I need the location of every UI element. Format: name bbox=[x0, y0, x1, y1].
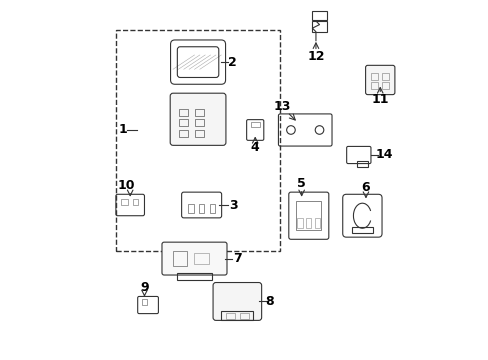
Bar bbox=[297, 217, 302, 228]
Bar bbox=[381, 73, 388, 80]
Bar bbox=[179, 109, 188, 116]
Bar bbox=[179, 119, 188, 126]
Bar bbox=[314, 217, 320, 228]
Bar bbox=[133, 199, 138, 205]
Text: 7: 7 bbox=[232, 252, 241, 265]
Bar bbox=[121, 199, 128, 205]
Bar bbox=[296, 202, 321, 230]
Bar bbox=[116, 30, 280, 251]
FancyBboxPatch shape bbox=[365, 65, 394, 95]
Text: 14: 14 bbox=[374, 148, 392, 162]
Bar bbox=[370, 73, 378, 80]
FancyBboxPatch shape bbox=[170, 93, 225, 145]
Bar bbox=[195, 109, 204, 116]
Text: 12: 12 bbox=[306, 50, 324, 63]
Bar bbox=[381, 82, 388, 89]
Bar bbox=[199, 204, 204, 213]
Bar bbox=[142, 300, 147, 305]
Bar bbox=[194, 253, 208, 264]
Text: 2: 2 bbox=[227, 55, 236, 69]
Bar bbox=[176, 273, 212, 280]
Text: 6: 6 bbox=[361, 181, 369, 194]
Bar bbox=[240, 312, 248, 319]
Text: 4: 4 bbox=[250, 141, 259, 154]
Bar bbox=[221, 311, 253, 320]
Bar bbox=[173, 251, 187, 266]
Bar bbox=[356, 161, 367, 167]
Bar bbox=[209, 204, 215, 213]
Bar bbox=[188, 204, 193, 213]
Text: 9: 9 bbox=[140, 281, 148, 294]
Bar bbox=[195, 119, 204, 126]
Bar bbox=[225, 312, 234, 319]
Text: 8: 8 bbox=[264, 295, 273, 308]
Bar bbox=[305, 217, 311, 228]
Text: 10: 10 bbox=[118, 179, 135, 192]
Bar bbox=[370, 82, 378, 89]
FancyBboxPatch shape bbox=[213, 283, 261, 320]
Text: 1: 1 bbox=[119, 123, 127, 136]
Text: 3: 3 bbox=[229, 198, 238, 212]
Text: 5: 5 bbox=[297, 177, 305, 190]
Bar bbox=[312, 11, 326, 20]
Bar bbox=[351, 227, 372, 233]
Text: 13: 13 bbox=[273, 100, 290, 113]
Bar bbox=[312, 21, 326, 32]
FancyBboxPatch shape bbox=[162, 242, 226, 275]
Bar bbox=[179, 130, 188, 137]
Bar bbox=[195, 130, 204, 137]
Text: 11: 11 bbox=[371, 93, 388, 106]
Bar bbox=[250, 122, 259, 127]
